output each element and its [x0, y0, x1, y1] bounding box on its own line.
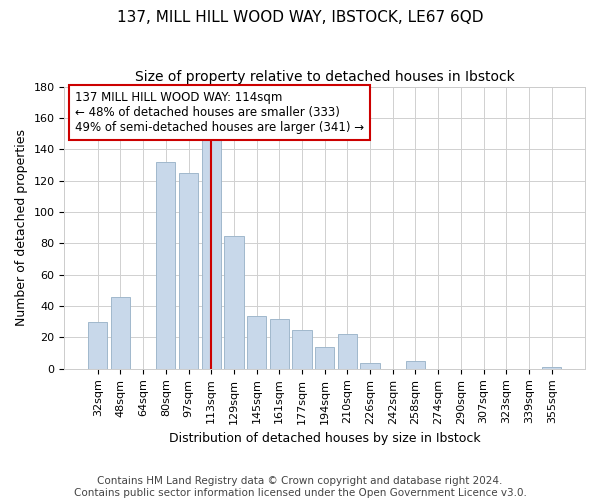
Bar	[88, 322, 107, 369]
Title: Size of property relative to detached houses in Ibstock: Size of property relative to detached ho…	[135, 70, 515, 84]
Bar	[292, 330, 311, 369]
Bar	[406, 361, 425, 369]
X-axis label: Distribution of detached houses by size in Ibstock: Distribution of detached houses by size …	[169, 432, 481, 445]
Text: 137, MILL HILL WOOD WAY, IBSTOCK, LE67 6QD: 137, MILL HILL WOOD WAY, IBSTOCK, LE67 6…	[117, 10, 483, 25]
Bar	[247, 316, 266, 369]
Bar	[269, 318, 289, 369]
Bar	[224, 236, 244, 369]
Text: 137 MILL HILL WOOD WAY: 114sqm
← 48% of detached houses are smaller (333)
49% of: 137 MILL HILL WOOD WAY: 114sqm ← 48% of …	[75, 91, 364, 134]
Bar	[338, 334, 357, 369]
Bar	[361, 362, 380, 369]
Bar	[179, 173, 198, 369]
Text: Contains HM Land Registry data © Crown copyright and database right 2024.
Contai: Contains HM Land Registry data © Crown c…	[74, 476, 526, 498]
Bar	[156, 162, 175, 369]
Bar	[542, 368, 562, 369]
Y-axis label: Number of detached properties: Number of detached properties	[15, 129, 28, 326]
Bar	[111, 296, 130, 369]
Bar	[202, 135, 221, 369]
Bar	[315, 347, 334, 369]
